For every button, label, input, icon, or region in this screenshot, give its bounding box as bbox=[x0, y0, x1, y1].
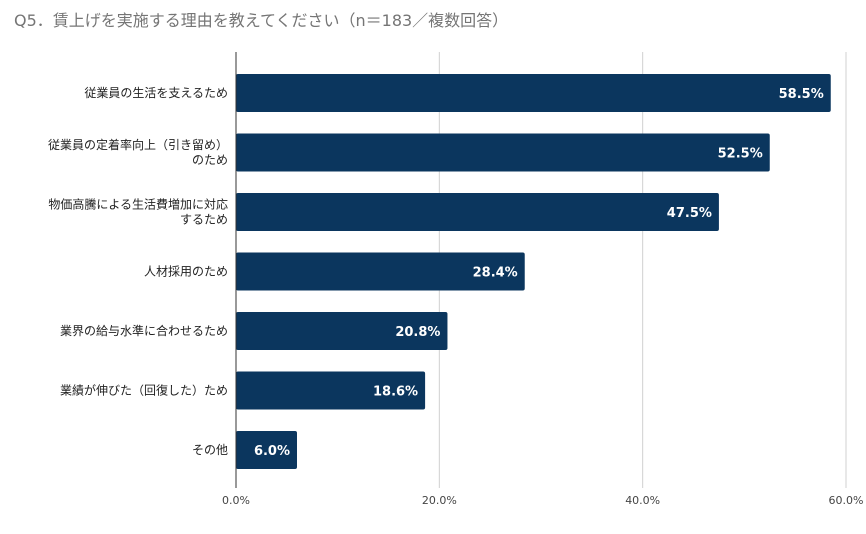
data-label: 58.5% bbox=[779, 87, 824, 102]
data-label: 20.8% bbox=[395, 325, 440, 340]
category-label: 人材採用のため bbox=[144, 265, 228, 279]
category-label: 従業員の定着率向上（引き留め） bbox=[48, 137, 228, 152]
category-label: 業績が伸びた（回復した）ため bbox=[60, 383, 228, 398]
data-label: 47.5% bbox=[667, 206, 712, 221]
data-label: 28.4% bbox=[473, 266, 518, 281]
x-tick-label: 20.0% bbox=[422, 494, 457, 507]
bar bbox=[236, 133, 770, 172]
data-label: 18.6% bbox=[373, 385, 418, 400]
data-label: 6.0% bbox=[254, 444, 290, 459]
chart-title: Q5．賃上げを実施する理由を教えてください（n＝183／複数回答） bbox=[14, 11, 509, 30]
bar bbox=[236, 252, 525, 291]
category-label: のため bbox=[192, 153, 228, 167]
category-label: その他 bbox=[192, 443, 228, 457]
bar bbox=[236, 371, 426, 410]
category-label: 業界の給与水準に合わせるため bbox=[60, 323, 228, 338]
category-label: するため bbox=[180, 213, 228, 227]
bar bbox=[236, 431, 297, 469]
bar bbox=[236, 312, 448, 350]
data-label: 52.5% bbox=[718, 147, 763, 162]
x-tick-label: 60.0% bbox=[829, 494, 864, 507]
bar bbox=[236, 193, 719, 231]
x-tick-label: 0.0% bbox=[222, 494, 250, 507]
bar bbox=[236, 74, 831, 112]
category-label: 物価高騰による生活費増加に対応 bbox=[48, 197, 228, 212]
category-label: 従業員の生活を支えるため bbox=[84, 86, 228, 100]
x-tick-label: 40.0% bbox=[625, 494, 660, 507]
